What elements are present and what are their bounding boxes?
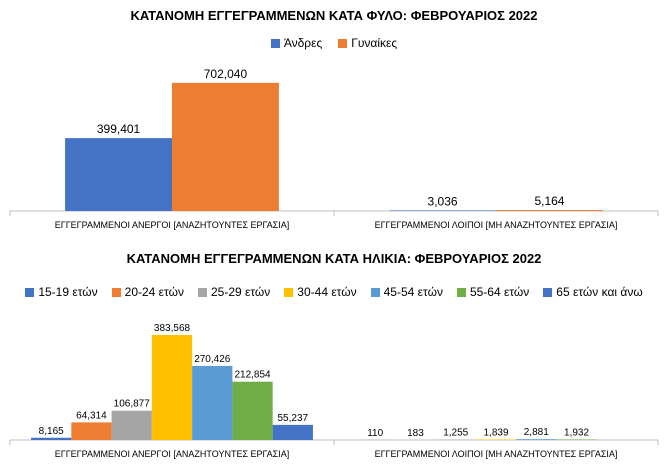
data-label: 1,839 xyxy=(483,427,508,438)
bar xyxy=(172,82,279,211)
legend: Άνδρες Γυναίκες xyxy=(0,36,668,50)
legend-swatch xyxy=(338,38,348,48)
data-label: 383,568 xyxy=(154,323,191,334)
bar xyxy=(272,424,313,440)
legend-swatch xyxy=(543,287,553,297)
legend-swatch xyxy=(25,287,35,297)
bar xyxy=(111,410,152,440)
bar xyxy=(65,138,172,211)
legend-label: 30-44 ετών xyxy=(297,285,357,299)
legend-swatch xyxy=(284,287,294,297)
bar xyxy=(475,439,517,440)
category-label: ΕΓΓΕΓΡΑΜΜΕΝΟΙ ΑΝΕΡΓΟΙ [ΑΝΑΖΗΤΟΥΝΤΕΣ ΕΡΓΑ… xyxy=(55,220,290,230)
legend-swatch xyxy=(111,287,121,297)
legend-item: 15-19 ετών xyxy=(25,285,98,299)
legend: 15-19 ετών 20-24 ετών 25-29 ετών 30-44 ετών… xyxy=(0,285,668,299)
data-label: 212,854 xyxy=(234,370,271,381)
legend-label: 15-19 ετών xyxy=(38,285,98,299)
legend-swatch xyxy=(370,287,380,297)
bar xyxy=(389,210,496,211)
bar xyxy=(31,437,72,440)
bar xyxy=(556,439,597,440)
data-label: 183 xyxy=(407,428,424,439)
gender-chart: ΚΑΤΑΝΟΜΗ ΕΓΓΕΓΡΑΜΜΕΝΩΝ ΚΑΤΑ ΦΥΛΟ: ΦΕΒΡΟΥ… xyxy=(0,8,668,230)
data-label: 3,036 xyxy=(428,194,458,208)
bar xyxy=(232,381,273,440)
legend-label: 20-24 ετών xyxy=(124,285,184,299)
bar xyxy=(496,210,603,211)
category-label: ΕΓΓΕΓΡΑΜΜΕΝΟΙ ΛΟΙΠΟΙ [ΜΗ ΑΝΑΖΗΤΟΥΝΤΕΣ ΕΡ… xyxy=(375,449,618,459)
legend-item: 30-44 ετών xyxy=(284,285,357,299)
legend-item: Γυναίκες xyxy=(338,36,397,50)
data-label: 110 xyxy=(367,428,383,439)
legend-swatch xyxy=(197,287,207,297)
plot-area: 399,401 702,040 ΕΓΓΕΓΡΑΜΜΕΝΟΙ ΑΝΕΡΓΟΙ [ΑΝΑ… xyxy=(9,67,659,230)
category-label: ΕΓΓΕΓΡΑΜΜΕΝΟΙ ΑΝΕΡΓΟΙ [ΑΝΑΖΗΤΟΥΝΤΕΣ ΕΡΓΑ… xyxy=(55,449,290,459)
data-label: 106,877 xyxy=(114,399,151,410)
data-label: 1,932 xyxy=(564,427,589,438)
legend-item: 20-24 ετών xyxy=(111,285,184,299)
data-label: 8,165 xyxy=(39,426,64,437)
data-label: 1,255 xyxy=(443,428,468,439)
data-label: 5,164 xyxy=(534,194,564,208)
chart-title: ΚΑΤΑΝΟΜΗ ΕΓΓΕΓΡΑΜΜΕΝΩΝ ΚΑΤΑ ΦΥΛΟ: ΦΕΒΡΟΥ… xyxy=(130,8,538,23)
legend-label: 65 ετών και άνω xyxy=(556,285,643,299)
data-label: 55,237 xyxy=(278,413,309,424)
legend-item: Άνδρες xyxy=(270,36,323,50)
legend-swatch xyxy=(270,38,280,48)
legend-label: 45-54 ετών xyxy=(383,285,443,299)
legend-label: Γυναίκες xyxy=(351,36,398,50)
data-label: 702,040 xyxy=(204,67,248,81)
data-label: 64,314 xyxy=(76,410,107,421)
bar xyxy=(151,334,193,440)
data-label: 399,401 xyxy=(97,122,141,136)
legend-label: 25-29 ετών xyxy=(210,285,271,299)
legend-label: 55-64 ετών xyxy=(469,285,530,299)
legend-item: 45-54 ετών xyxy=(370,285,443,299)
legend-swatch xyxy=(456,287,466,297)
category-label: ΕΓΓΕΓΡΑΜΜΕΝΟΙ ΛΟΙΠΟΙ [ΜΗ ΑΝΑΖΗΤΟΥΝΤΕΣ ΕΡ… xyxy=(375,220,618,230)
bar xyxy=(192,365,233,440)
bar xyxy=(71,422,112,440)
chart-title: ΚΑΤΑΝΟΜΗ ΕΓΓΕΓΡΑΜΜΕΝΩΝ ΚΑΤΑ ΗΛΙΚΙΑ: ΦΕΒΡ… xyxy=(126,251,542,266)
age-chart: ΚΑΤΑΝΟΜΗ ΕΓΓΕΓΡΑΜΜΕΝΩΝ ΚΑΤΑ ΗΛΙΚΙΑ: ΦΕΒΡ… xyxy=(0,240,668,474)
legend-item: 55-64 ετών xyxy=(456,285,530,299)
legend-label: Άνδρες xyxy=(283,36,323,50)
data-label: 2,881 xyxy=(524,427,549,438)
legend-item: 65 ετών και άνω xyxy=(543,285,643,299)
data-label: 270,426 xyxy=(194,354,231,365)
legend-item: 25-29 ετών xyxy=(197,285,271,299)
bar xyxy=(516,439,557,440)
